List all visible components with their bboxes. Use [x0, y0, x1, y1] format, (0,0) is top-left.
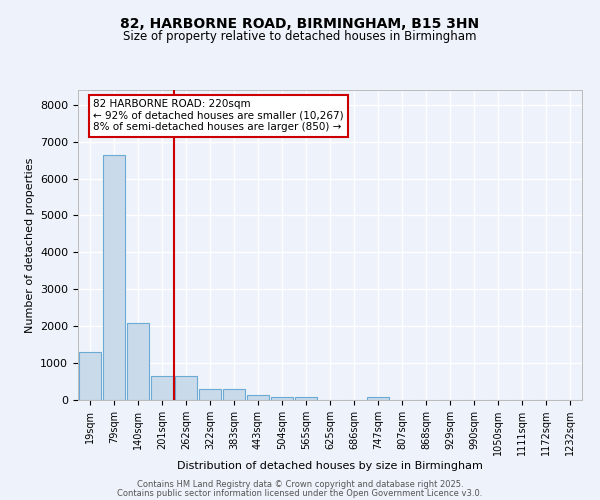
Bar: [271, 397, 293, 400]
Bar: [151, 376, 173, 400]
Text: Contains public sector information licensed under the Open Government Licence v3: Contains public sector information licen…: [118, 488, 482, 498]
Bar: [247, 395, 269, 400]
Text: Size of property relative to detached houses in Birmingham: Size of property relative to detached ho…: [123, 30, 477, 43]
Bar: [127, 322, 149, 400]
X-axis label: Distribution of detached houses by size in Birmingham: Distribution of detached houses by size …: [177, 461, 483, 471]
Bar: [175, 376, 197, 400]
Text: 82, HARBORNE ROAD, BIRMINGHAM, B15 3HN: 82, HARBORNE ROAD, BIRMINGHAM, B15 3HN: [121, 18, 479, 32]
Text: Contains HM Land Registry data © Crown copyright and database right 2025.: Contains HM Land Registry data © Crown c…: [137, 480, 463, 489]
Text: 82 HARBORNE ROAD: 220sqm
← 92% of detached houses are smaller (10,267)
8% of sem: 82 HARBORNE ROAD: 220sqm ← 92% of detach…: [93, 100, 344, 132]
Bar: [79, 352, 101, 400]
Bar: [199, 389, 221, 400]
Bar: [367, 397, 389, 400]
Bar: [103, 154, 125, 400]
Bar: [223, 389, 245, 400]
Bar: [295, 397, 317, 400]
Y-axis label: Number of detached properties: Number of detached properties: [25, 158, 35, 332]
